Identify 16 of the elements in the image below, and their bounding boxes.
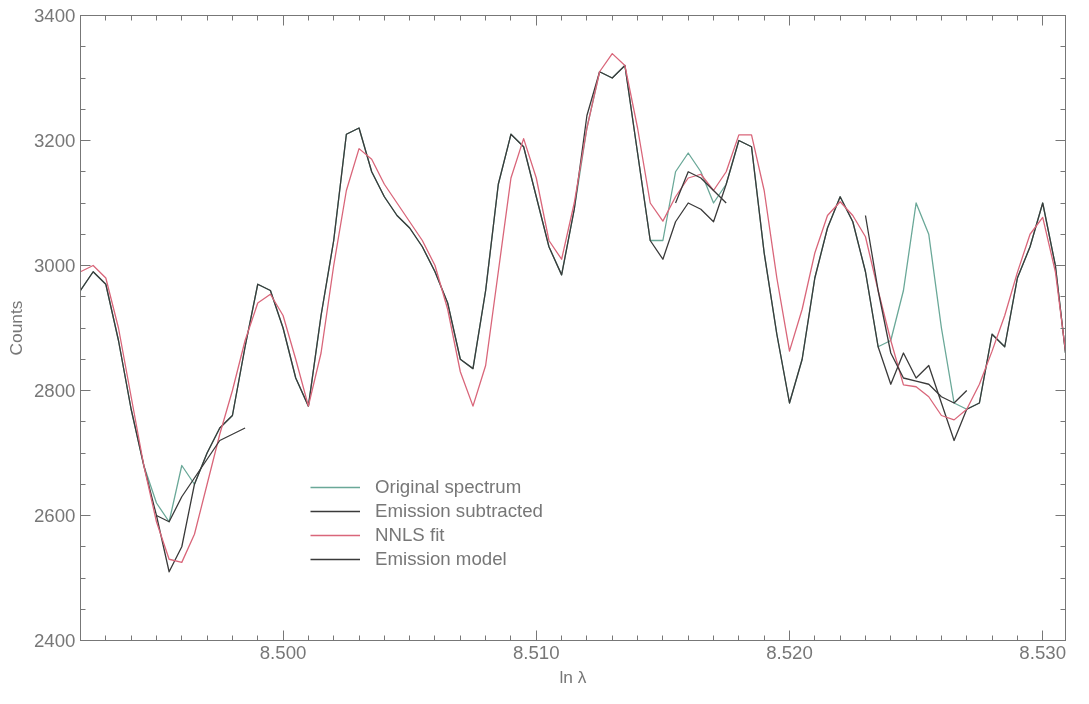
x-tick-label: 8.530 <box>1019 641 1067 663</box>
x-tick-label: 8.520 <box>766 641 813 663</box>
y-axis-title: Counts <box>6 300 26 356</box>
x-tick-label: 8.500 <box>259 641 307 663</box>
legend-label: Original spectrum <box>375 476 522 498</box>
legend-label: Emission model <box>375 548 507 570</box>
y-tick-label: 2400 <box>34 630 76 651</box>
legend-label: NNLS fit <box>375 524 445 546</box>
y-tick-label: 3400 <box>34 5 76 26</box>
y-tick-label: 3200 <box>34 130 76 151</box>
y-tick-label: 2600 <box>34 505 76 526</box>
y-tick-label: 2800 <box>34 380 76 401</box>
legend-label: Emission subtracted <box>375 500 543 522</box>
y-tick-label: 3000 <box>34 255 76 276</box>
x-tick-label: 8.510 <box>512 641 560 663</box>
x-axis-title: ln λ <box>559 666 587 687</box>
